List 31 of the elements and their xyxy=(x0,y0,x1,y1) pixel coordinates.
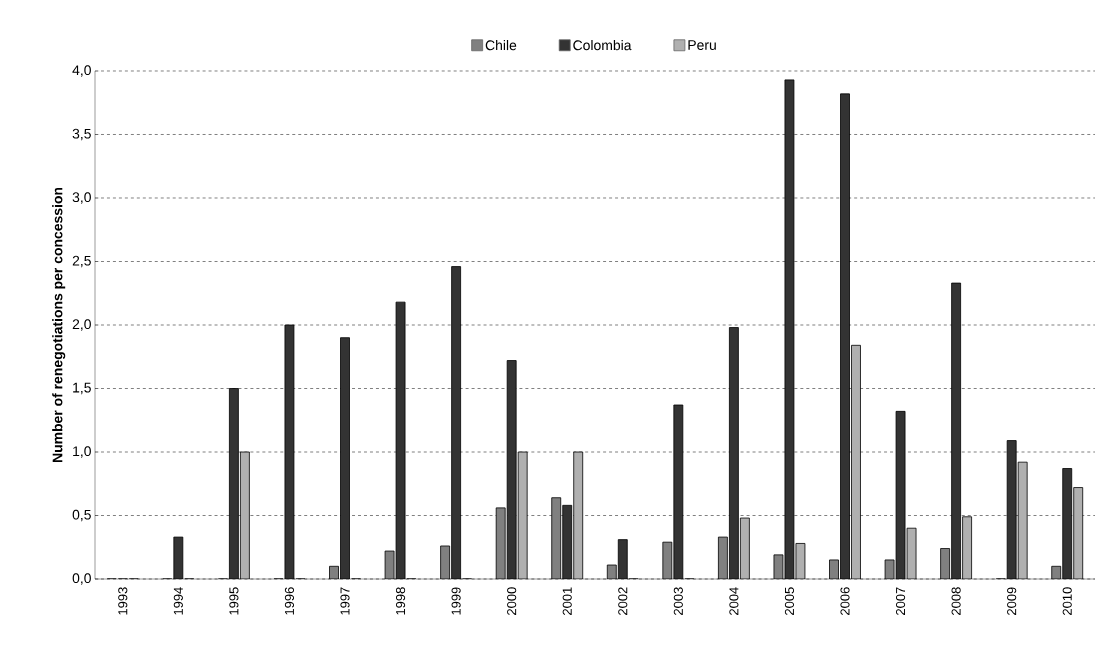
x-tick-label: 2000 xyxy=(507,587,517,615)
y-tick-label: 3,5 xyxy=(72,128,91,141)
legend-label: Chile xyxy=(485,39,517,51)
y-tick-label: 4,0 xyxy=(72,65,91,77)
x-tick-label: 2010 xyxy=(1062,587,1072,615)
y-tick-label: 2,5 xyxy=(72,255,91,268)
y-tick-label: 1,5 xyxy=(73,382,91,395)
y-tick-label: 0,0 xyxy=(72,573,91,585)
x-tick-label: 2001 xyxy=(562,587,572,615)
y-tick-label: 2,0 xyxy=(72,319,91,331)
x-tick-label: 1993 xyxy=(118,587,128,615)
x-tick-label: 2005 xyxy=(784,587,795,615)
y-tick-label: 3,0 xyxy=(72,192,91,204)
legend-label: Peru xyxy=(688,40,716,50)
x-tick-label: 2009 xyxy=(1007,587,1017,615)
x-tick-label: 1996 xyxy=(284,587,295,615)
y-tick-label: 1,0 xyxy=(73,446,91,458)
x-tick-label: 2007 xyxy=(895,587,906,615)
x-tick-label: 1999 xyxy=(451,587,461,615)
x-tick-label: 2003 xyxy=(673,587,683,615)
legend-label: Colombia xyxy=(573,39,632,51)
x-tick-label: 2006 xyxy=(840,587,850,615)
x-tick-label: 2004 xyxy=(729,587,739,615)
x-tick-label: 2002 xyxy=(618,587,628,615)
x-tick-label: 1995 xyxy=(229,587,239,615)
x-tick-label: 1998 xyxy=(395,587,406,615)
y-tick-label: 0,5 xyxy=(72,509,91,522)
y-axis-title: Number of renegotiations per concession xyxy=(52,187,66,463)
x-tick-label: 1994 xyxy=(173,587,183,615)
x-tick-label: 1997 xyxy=(340,587,350,615)
x-tick-label: 2008 xyxy=(951,587,961,615)
